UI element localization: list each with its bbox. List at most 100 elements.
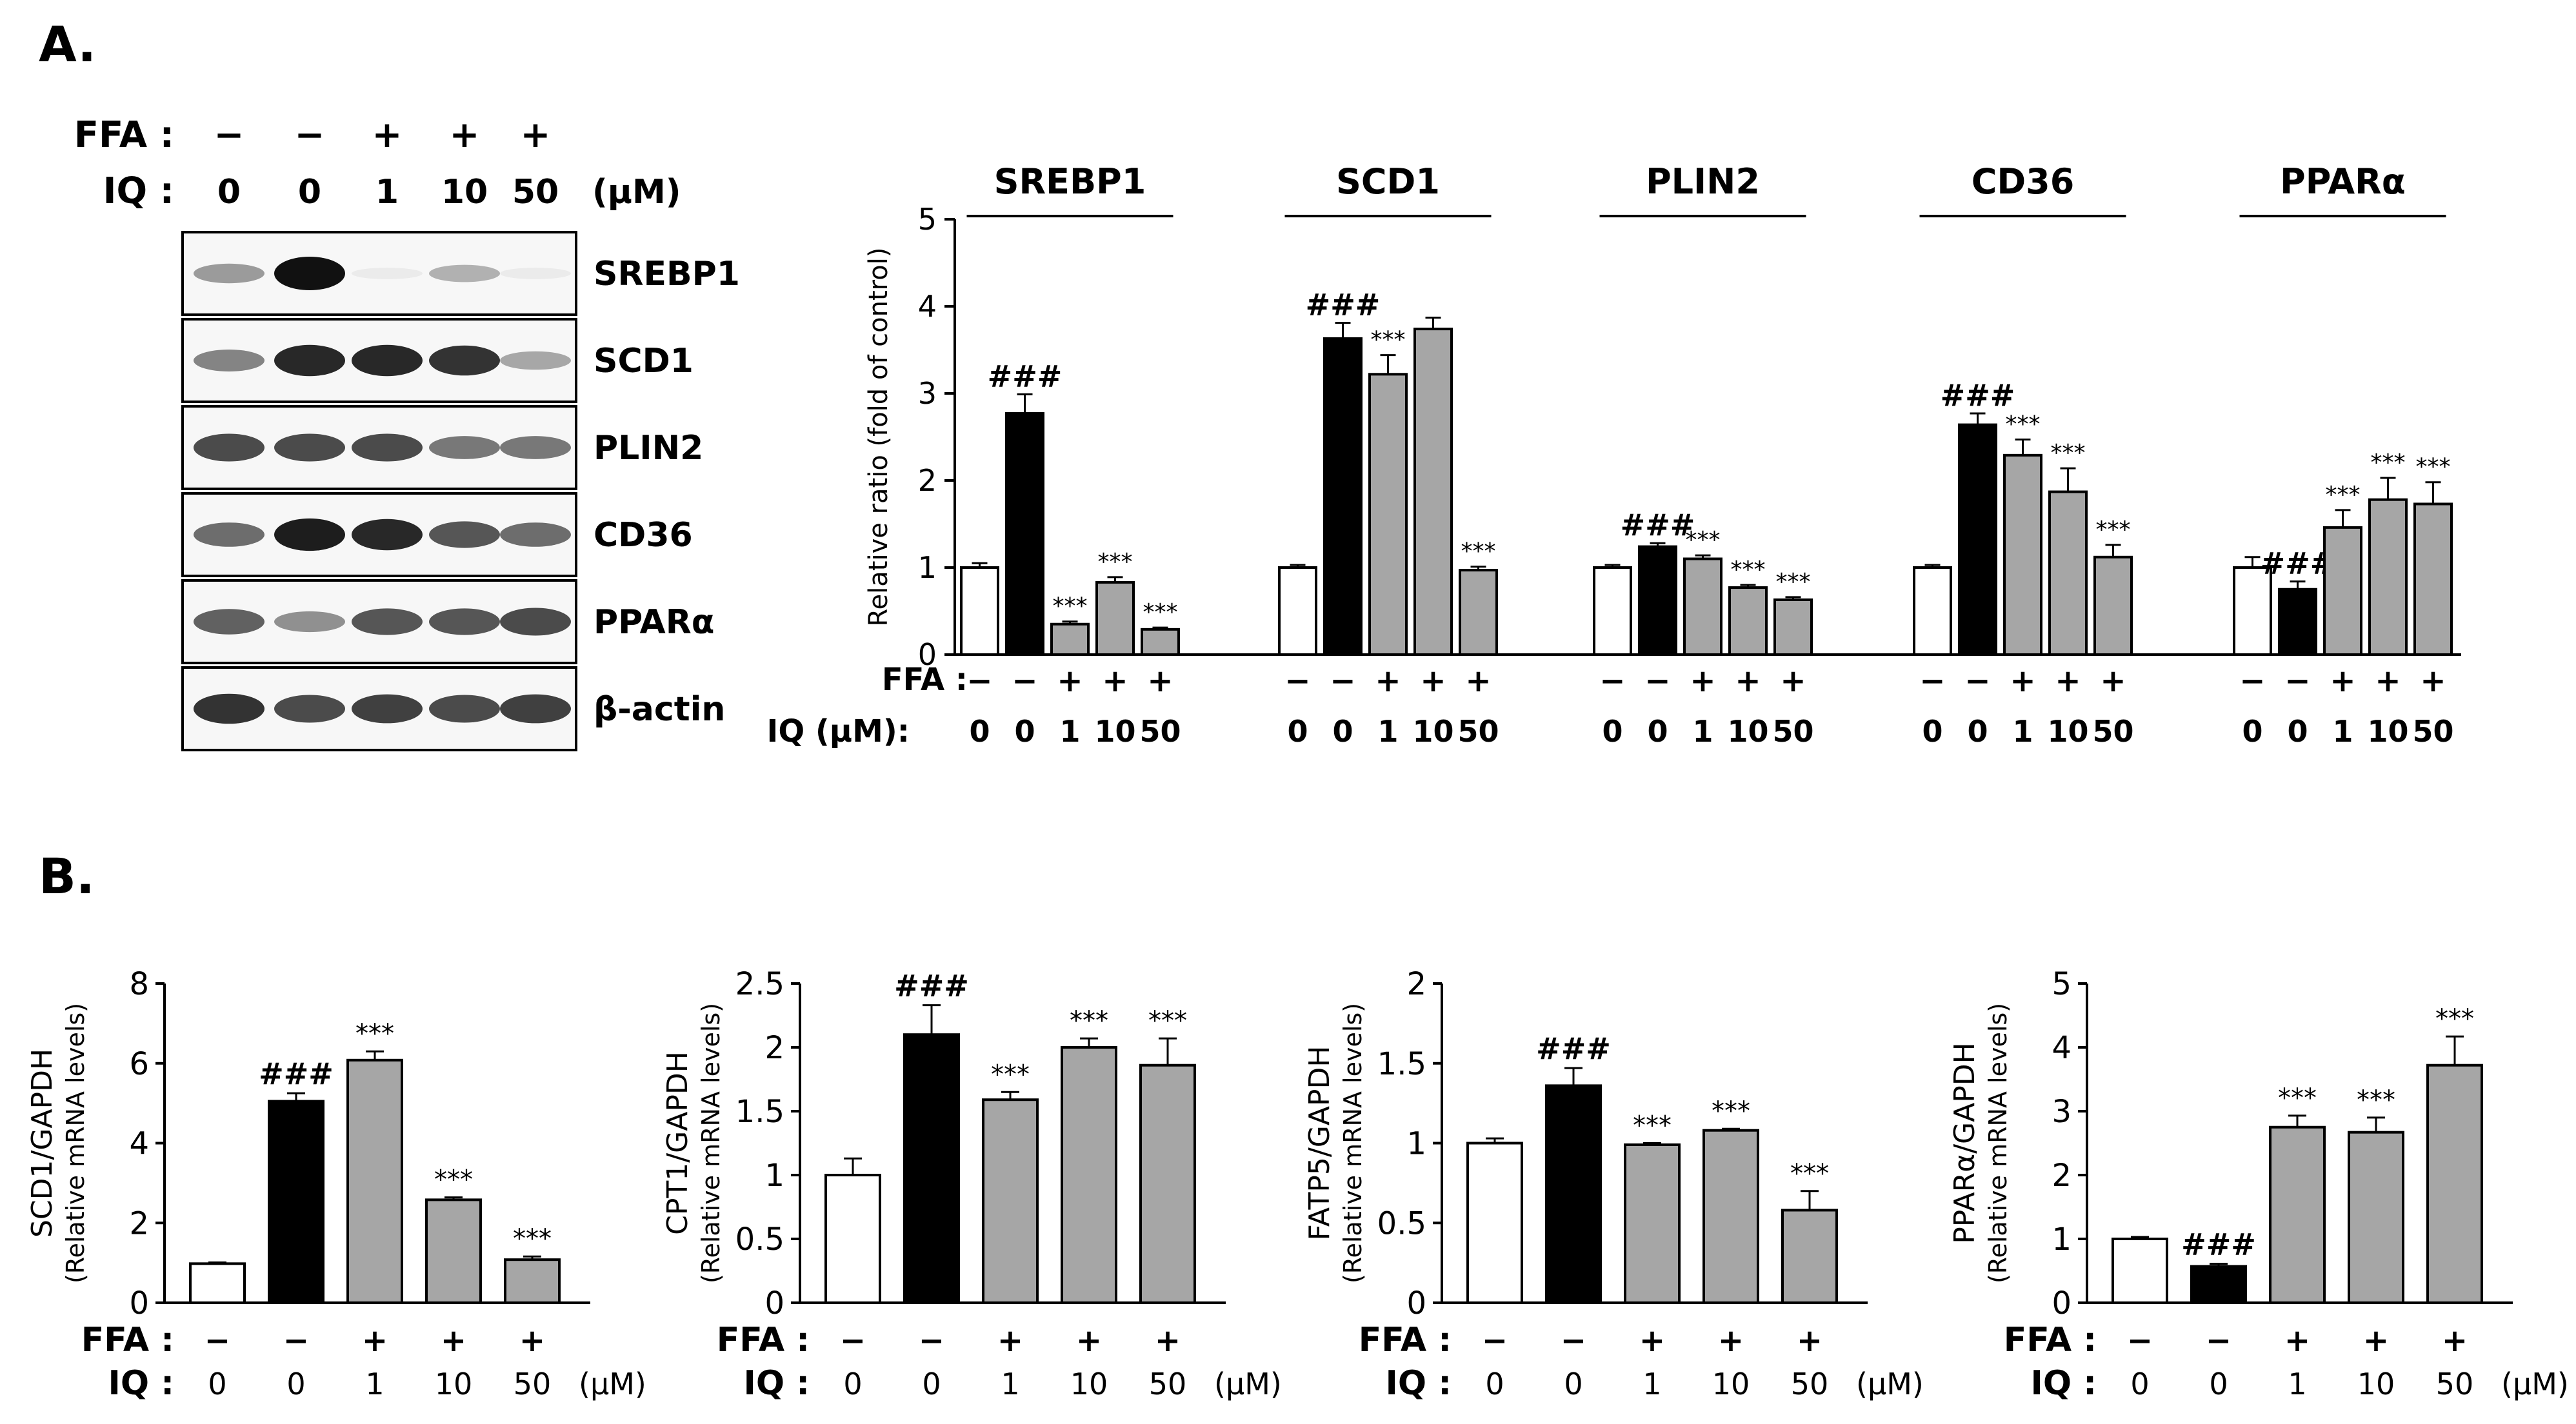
blot-band [429,345,500,376]
blot-band [352,608,423,635]
blot-band [429,608,500,635]
ffa-sign: − [2206,1323,2232,1359]
group-title: SREBP1 [994,161,1146,202]
wb-iq-value: 0 [217,173,241,212]
bar [2093,555,2133,656]
significance-mark: *** [1461,539,1496,565]
ffa-label: FFA : [2004,1321,2097,1360]
blot-band [352,694,423,724]
wb-iq-value: 1 [375,173,399,212]
y-tick-label: 1.5 [735,1094,784,1130]
western-blot-panel: FFA :IQ :− − + + +0 0 1 10 50 (μM)SREBP1SCD1PLIN2… [74,114,740,751]
ffa-sign: + [2330,663,2355,699]
significance-mark: *** [1053,593,1088,620]
y-axis-sublabel: (Relative mRNA levels) [1339,1003,1367,1283]
ffa-sign: − [1964,663,1990,699]
blot-band [274,344,345,377]
bar [903,1033,960,1304]
iq-value: 50 [514,1367,552,1401]
bar [1323,337,1363,656]
blot-band [429,695,500,723]
iq-value: 0 [922,1367,941,1401]
blot-band [194,609,265,635]
bar [1413,328,1453,656]
iq-value: 1 [2332,714,2353,749]
blot-band [194,522,265,547]
ffa-sign: − [205,1323,230,1359]
iq-value: 10 [1094,714,1135,749]
wb-iq-value: 50 [512,173,559,212]
iq-value: 0 [208,1367,226,1401]
significance-mark: *** [2435,1004,2474,1034]
y-tick-label: 2 [129,1205,149,1241]
ffa-sign: + [1465,663,1491,699]
y-tick-label: 1 [764,1158,784,1194]
iq-value: 0 [1485,1367,1504,1401]
iq-value: 0 [2130,1367,2149,1401]
significance-mark: *** [2416,454,2451,480]
iq-value: 10 [1070,1367,1108,1401]
bar [1050,622,1090,656]
blot-band [274,518,345,551]
bar [1958,423,1997,656]
iq-value: 1 [365,1367,384,1401]
iq-label: IQ : [1386,1364,1452,1403]
bar [2233,566,2272,656]
y-axis-label: PPARα/GAPDH [1948,1042,1981,1243]
iq-value: 50 [1457,714,1499,749]
ffa-sign: + [2442,1323,2468,1359]
y-tick-label: 0 [918,637,937,672]
blot-band [500,694,571,724]
ffa-sign: + [362,1323,388,1359]
significance-mark: *** [1098,549,1133,575]
y-axis-sublabel: (Relative mRNA levels) [697,1003,725,1283]
blot-band-label: β-actin [594,690,725,729]
y-tick-label: 1 [918,550,937,585]
wb-ffa-sign: + [372,114,403,156]
mrna-chart: 0 2 4 6 8 SCD1/GAPDH (Relative mRNA levels) − 0 #… [26,966,646,1403]
bar [1593,566,1632,656]
wb-ffa-sign: − [214,114,245,156]
ffa-sign: − [283,1323,309,1359]
y-tick-label: 4 [2052,1030,2072,1066]
ffa-sign: + [2010,663,2035,699]
blot-band [429,264,500,282]
ffa-sign: + [2420,663,2446,699]
significance-mark: *** [1371,327,1406,353]
bar [1061,1046,1117,1304]
wb-iq-value: 0 [298,173,321,212]
group-title: SCD1 [1336,161,1440,202]
significance-mark: ### [1941,378,2015,413]
ffa-sign: + [1690,663,1715,699]
ffa-sign: + [1155,1323,1181,1359]
wb-iq-value: 10 [441,173,488,212]
significance-mark: *** [1790,1159,1829,1189]
significance-mark: *** [2357,1085,2395,1115]
blot-band [194,350,265,371]
bar [2413,502,2453,657]
y-tick-label: 1 [1406,1126,1426,1162]
ffa-sign: + [1639,1323,1665,1359]
unit-label: (μM) [579,1367,646,1401]
ffa-sign: + [997,1323,1023,1359]
bar [1638,545,1677,656]
y-tick-label: 6 [129,1046,149,1082]
blot-band [352,519,423,551]
ffa-sign: − [1919,663,1945,699]
iq-value: 0 [1647,714,1668,749]
iq-value: 0 [1922,714,1942,749]
y-tick-label: 2 [1406,966,1426,1002]
iq-label: IQ : [108,1364,174,1403]
bar [1683,557,1722,656]
bar [1624,1143,1681,1304]
y-axis-label: SCD1/GAPDH [26,1049,59,1238]
iq-value: 10 [1727,714,1768,749]
significance-mark: *** [2371,450,2406,476]
bar [2048,490,2088,656]
ffa-sign: + [1420,663,1446,699]
bar [1702,1129,1759,1304]
wb-ffa-label: FFA : [74,114,174,156]
significance-mark: *** [2326,482,2361,508]
iq-value: 10 [2047,714,2088,749]
bar [1728,586,1768,656]
